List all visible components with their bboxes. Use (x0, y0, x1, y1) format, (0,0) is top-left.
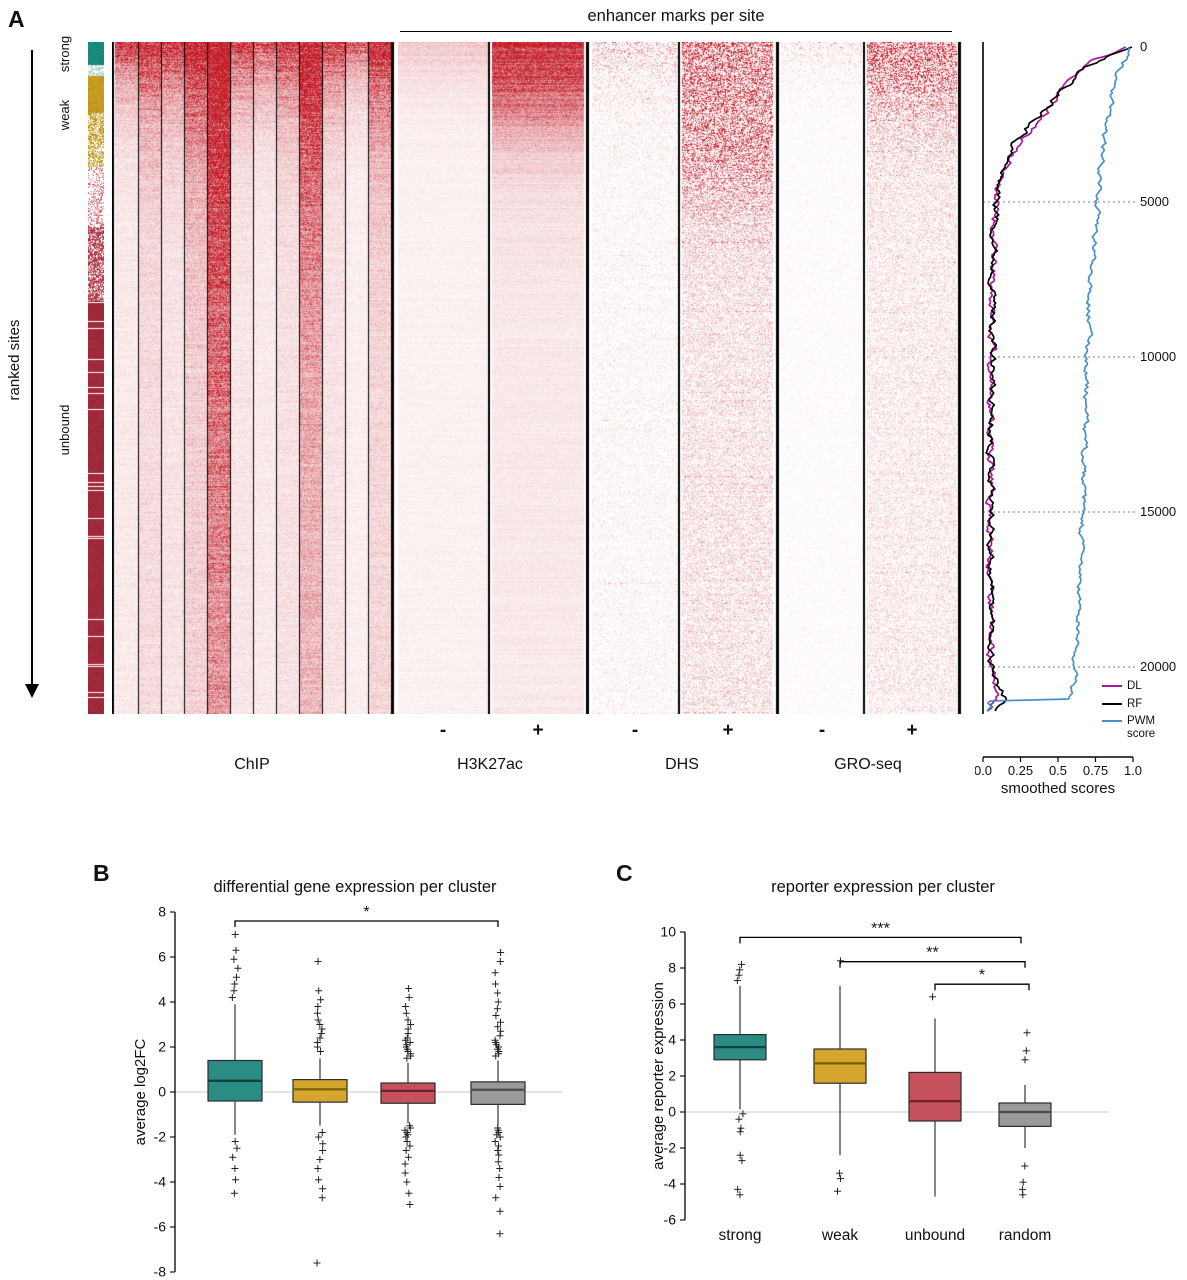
legend-item-rf: RF (1102, 698, 1186, 711)
legend-label-pwm: PWM score (1127, 715, 1156, 740)
rf-line-swatch (1102, 702, 1122, 705)
cluster-label-weak: weak (56, 99, 72, 131)
legend-label-dl: DL (1127, 680, 1142, 692)
down-arrow-icon (25, 684, 39, 698)
pwm-line-swatch (1102, 720, 1122, 723)
panel-c-title: reporter expression per cluster (771, 878, 995, 896)
svg-text:-4: -4 (154, 1174, 167, 1190)
svg-text:random: random (999, 1227, 1052, 1244)
panel-b-title: differential gene expression per cluster (213, 878, 497, 896)
track-label-chip: ChIP (234, 756, 270, 773)
svg-text:8: 8 (668, 960, 676, 976)
svg-text:2: 2 (158, 1039, 166, 1055)
svg-text:*: * (363, 904, 369, 921)
cluster-colorbar (88, 42, 104, 714)
svg-text:10000: 10000 (1140, 349, 1176, 364)
dl-line-swatch (1102, 685, 1122, 687)
svg-text:unbound: unbound (905, 1227, 965, 1244)
svg-text:6: 6 (668, 996, 676, 1012)
sign-dhs-minus: - (631, 720, 639, 741)
svg-text:4: 4 (158, 994, 166, 1010)
sign-dhs-plus: + (722, 720, 734, 741)
ranked-sites-label: ranked sites (5, 319, 23, 401)
svg-text:-4: -4 (664, 1176, 677, 1192)
panel-a-label: A (8, 6, 25, 32)
sign-groseq-plus: + (906, 720, 918, 741)
svg-text:smoothed scores: smoothed scores (1001, 780, 1115, 797)
panel-c-label: C (616, 860, 633, 886)
svg-text:1.0: 1.0 (1124, 763, 1142, 778)
svg-text:20000: 20000 (1140, 659, 1176, 674)
svg-text:0.5: 0.5 (1049, 763, 1067, 778)
svg-text:5000: 5000 (1140, 194, 1169, 209)
svg-text:-2: -2 (154, 1129, 167, 1145)
svg-text:-6: -6 (154, 1219, 167, 1235)
svg-text:strong: strong (718, 1227, 761, 1244)
panel-b-boxplot: 8 6 4 2 0 -2 -4 -6 -8 * (154, 904, 562, 1280)
sign-h3k27ac-plus: + (532, 720, 544, 741)
legend-item-dl: DL (1102, 680, 1186, 693)
svg-text:15000: 15000 (1140, 504, 1176, 519)
svg-text:10: 10 (660, 924, 676, 940)
svg-text:6: 6 (158, 949, 166, 965)
svg-text:-6: -6 (664, 1212, 677, 1228)
svg-text:0: 0 (1140, 39, 1147, 54)
svg-text:-8: -8 (154, 1264, 167, 1280)
enhancer-marks-header: enhancer marks per site (587, 7, 765, 25)
track-label-groseq: GRO-seq (834, 756, 902, 773)
svg-text:***: *** (871, 920, 890, 937)
svg-text:8: 8 (158, 904, 166, 920)
legend-label-rf: RF (1127, 697, 1143, 710)
header-rule (400, 31, 952, 32)
svg-text:4: 4 (668, 1032, 676, 1048)
sign-groseq-minus: - (818, 720, 826, 741)
track-label-h3k27ac: H3K27ac (457, 756, 523, 773)
track-label-dhs: DHS (665, 756, 699, 773)
sign-h3k27ac-minus: - (439, 720, 447, 741)
enhancer-heatmap (112, 42, 962, 714)
svg-text:weak: weak (821, 1227, 858, 1244)
svg-text:0.75: 0.75 (1083, 763, 1108, 778)
legend-item-pwm: PWM score (1102, 715, 1186, 740)
svg-text:0: 0 (158, 1084, 166, 1100)
smoothed-score-plot: 0 5000 10000 15000 20000 0.0 0.25 0.5 0.75 1.0 smo… (975, 39, 1176, 797)
svg-text:-2: -2 (664, 1140, 677, 1156)
svg-text:0.25: 0.25 (1008, 763, 1033, 778)
panel-b-label: B (93, 860, 110, 886)
svg-text:0.0: 0.0 (975, 763, 992, 778)
svg-text:*: * (979, 967, 985, 984)
cluster-label-unbound: unbound (56, 404, 72, 456)
score-legend: DL RF PWM score (1102, 680, 1186, 746)
svg-text:0: 0 (668, 1104, 676, 1120)
down-arrow-shaft (31, 50, 33, 684)
svg-text:**: ** (926, 945, 938, 962)
svg-text:2: 2 (668, 1068, 676, 1084)
